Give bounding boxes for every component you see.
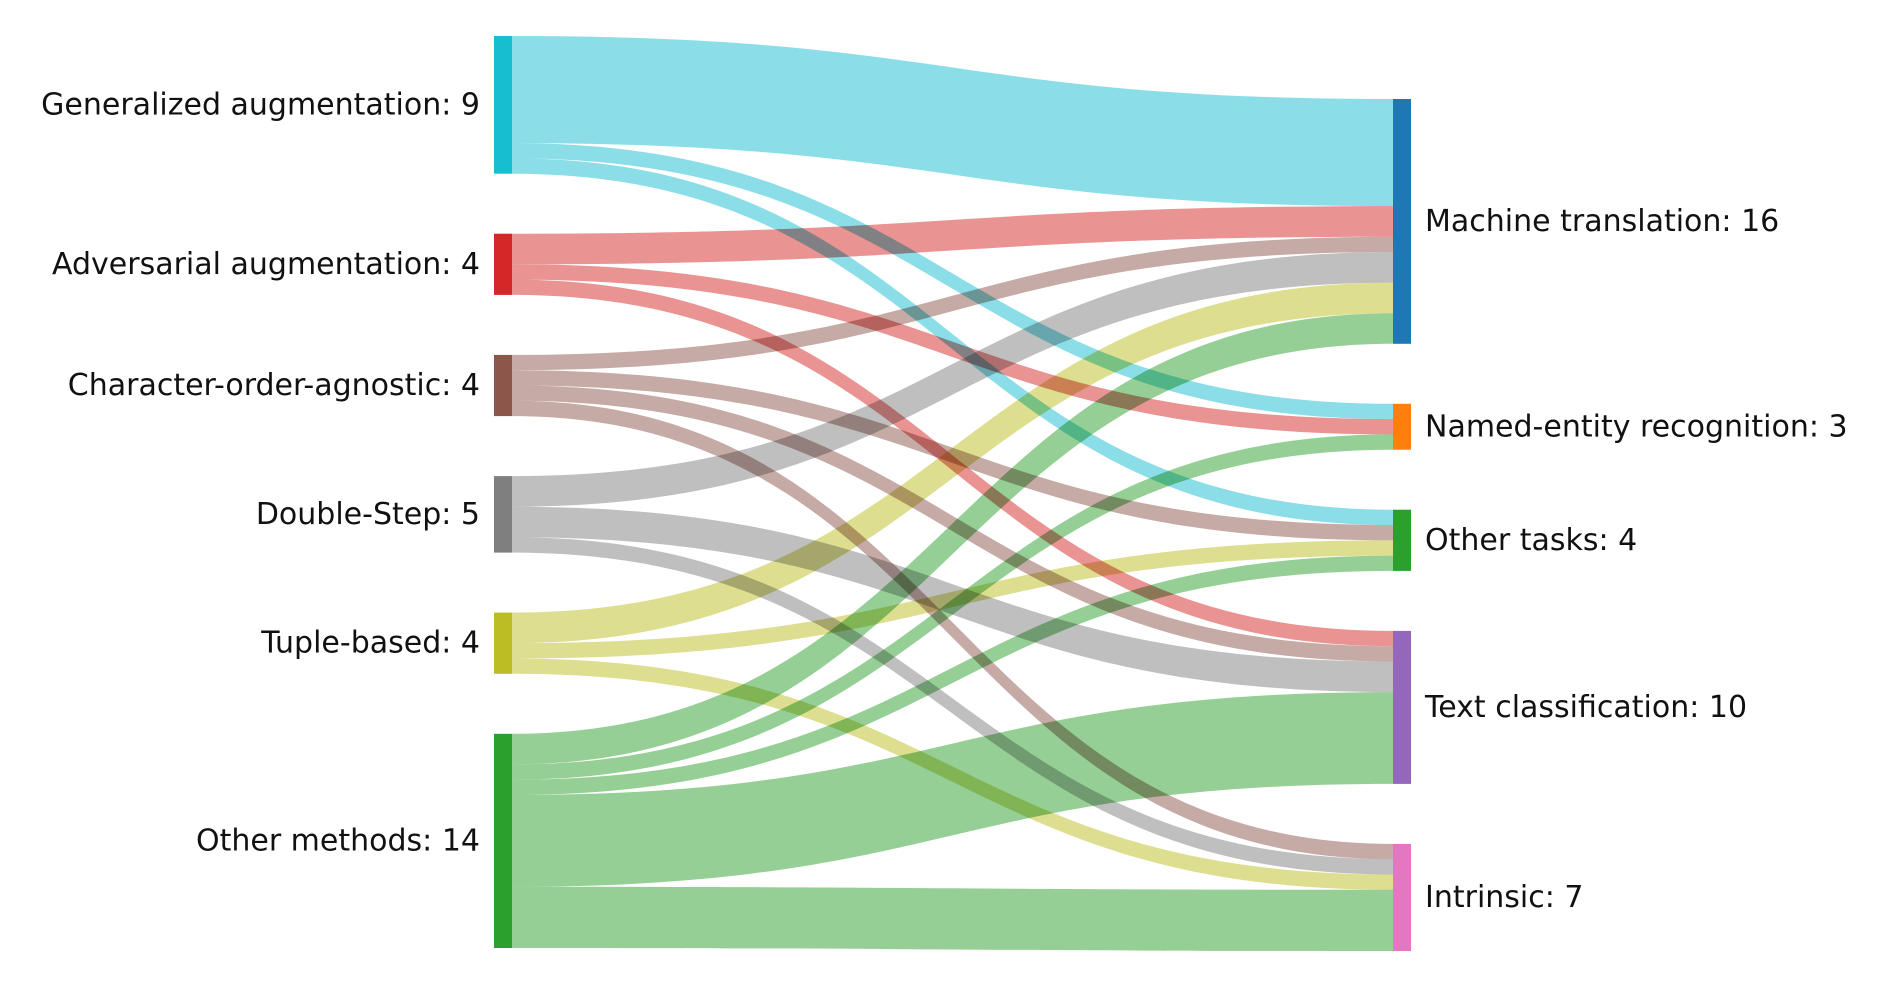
node-tuple-based: [494, 612, 512, 674]
node-named-entity-recognition: [1393, 403, 1411, 450]
node-generalized-augmentation: [494, 36, 512, 174]
flow-ga-to-mt: [512, 36, 1393, 207]
flow-om-to-tc: [512, 692, 1393, 887]
label-machine-translation: Machine translation: 16: [1425, 204, 1779, 239]
flow-ga-to-ner: [512, 143, 1393, 420]
flow-coa-to-mt: [512, 236, 1393, 371]
nodes: [494, 36, 1411, 951]
label-adversarial-augmentation: Adversarial augmentation: 4: [52, 247, 480, 282]
flow-om-to-ner: [512, 434, 1393, 780]
flow-om-to-ot: [512, 555, 1393, 795]
label-named-entity-recognition: Named-entity recognition: 3: [1425, 409, 1848, 444]
node-other-tasks: [1393, 509, 1411, 571]
label-other-tasks: Other tasks: 4: [1425, 523, 1637, 558]
label-intrinsic: Intrinsic: 7: [1425, 880, 1584, 915]
node-double-step: [494, 476, 512, 553]
flow-aa-to-mt: [512, 206, 1393, 265]
flow-ds-to-mt: [512, 252, 1393, 507]
label-text-classification: Text classification: 10: [1424, 690, 1747, 725]
flow-aa-to-ner: [512, 264, 1393, 435]
node-intrinsic: [1393, 843, 1411, 951]
label-double-step: Double-Step: 5: [256, 497, 480, 532]
node-text-classification: [1393, 630, 1411, 784]
flow-om-to-mt: [512, 313, 1393, 765]
flow-tb-to-mt: [512, 282, 1393, 644]
flow-om-to-in: [512, 886, 1393, 951]
label-other-methods: Other methods: 14: [196, 823, 480, 858]
node-character-order-agnostic: [494, 354, 512, 417]
label-tuple-based: Tuple-based: 4: [260, 626, 480, 661]
node-adversarial-augmentation: [494, 233, 512, 295]
node-machine-translation: [1393, 99, 1411, 344]
node-labels: Generalized augmentation: 9 Adversarial a…: [41, 87, 1847, 915]
node-other-methods: [494, 733, 512, 948]
flow-coa-to-in: [512, 400, 1393, 860]
flow-ds-to-in: [512, 537, 1393, 875]
flows: [512, 36, 1393, 951]
label-generalized-augmentation: Generalized augmentation: 9: [41, 87, 480, 122]
label-character-order-agnostic: Character-order-agnostic: 4: [68, 368, 480, 403]
